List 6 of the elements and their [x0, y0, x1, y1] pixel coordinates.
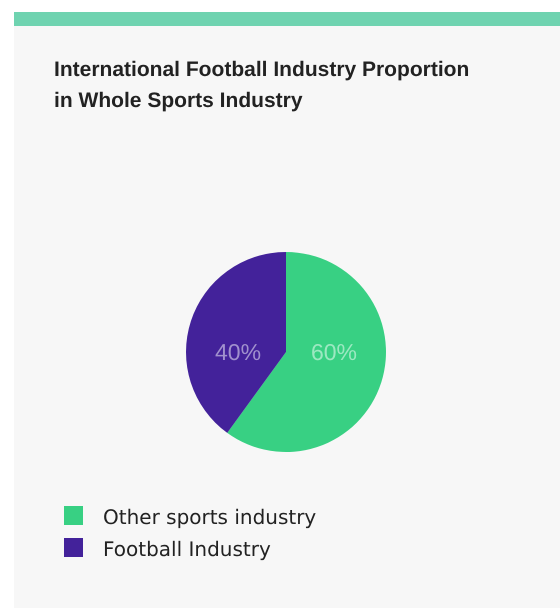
pie-slice: [186, 252, 286, 433]
legend-label: Football Industry: [103, 537, 271, 561]
data-label: 40%: [214, 339, 262, 365]
data-label: 60%: [310, 339, 358, 365]
chart-title: International Football Industry Proportion in Whole Sports Industry: [54, 58, 470, 112]
legend-label: Other sports industry: [103, 505, 316, 529]
